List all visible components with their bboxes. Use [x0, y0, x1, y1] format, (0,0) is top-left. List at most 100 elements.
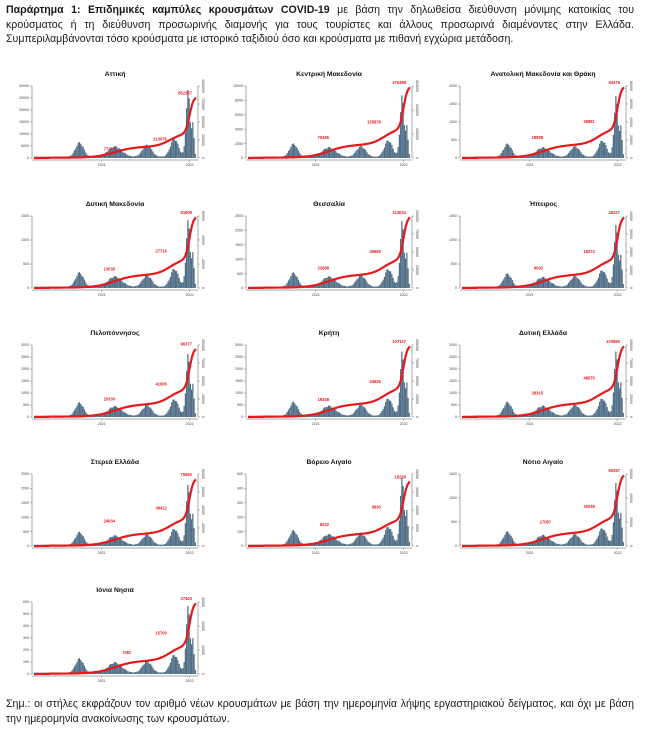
bar — [378, 543, 381, 546]
y-tick-label-left: 2500 — [235, 214, 243, 218]
bar — [525, 415, 527, 417]
bar — [375, 286, 377, 288]
bar — [585, 415, 587, 417]
data-label: 135878 — [367, 119, 381, 124]
bar — [503, 279, 505, 288]
bar — [188, 361, 190, 417]
bar — [149, 536, 152, 546]
y-tick-label-right: 20000 — [201, 259, 205, 269]
bar — [594, 154, 596, 158]
y-tick-label-left: 2500 — [21, 472, 29, 476]
bar — [116, 277, 118, 288]
bar — [138, 284, 140, 288]
bar — [100, 543, 102, 546]
bar — [565, 414, 567, 417]
bar — [189, 638, 191, 674]
bar — [551, 541, 553, 546]
bar — [533, 411, 535, 417]
bar — [299, 282, 301, 288]
bar — [600, 528, 602, 546]
bar — [332, 407, 334, 417]
bar — [571, 148, 573, 158]
bar — [126, 670, 128, 674]
bar — [129, 415, 132, 417]
bar — [595, 282, 597, 288]
bar — [340, 154, 342, 158]
y-tick-label-left: 1500 — [449, 472, 457, 476]
bar — [574, 533, 576, 546]
bar — [601, 528, 603, 546]
epidemic-chart: Νότιο Αιγαίο 0 500 1000 1500 0 20000 40000 60000… — [449, 459, 633, 555]
bar — [505, 273, 507, 288]
bar — [179, 540, 181, 546]
chart-panel: Ήπειρος 0 500 1000 1500 0 10000 20000 30000 40000… — [432, 196, 640, 326]
bar — [561, 156, 563, 158]
y-tick-label-left: 1500 — [21, 214, 29, 218]
bar — [159, 544, 162, 546]
bar — [83, 665, 86, 674]
bar — [76, 275, 78, 288]
bar — [386, 140, 388, 158]
bar — [122, 152, 124, 158]
bar — [151, 538, 153, 546]
bar — [77, 272, 79, 288]
bar — [183, 661, 185, 674]
bar — [312, 543, 314, 546]
bar — [292, 401, 295, 417]
y-tick-label-left: 1500 — [235, 379, 243, 383]
bar — [610, 152, 612, 158]
bar — [373, 415, 376, 417]
y-tick-label-left: 6000 — [235, 113, 243, 117]
bar — [172, 399, 174, 417]
y-tick-label-left: 0 — [455, 156, 457, 160]
bar — [606, 278, 608, 288]
bar — [549, 539, 551, 546]
bar — [567, 153, 570, 158]
chart-title: Κρήτη — [319, 330, 339, 337]
bar — [408, 541, 410, 546]
data-label: 22688 — [318, 266, 330, 271]
bar — [153, 283, 155, 288]
bar — [299, 411, 301, 417]
bar — [181, 412, 183, 417]
bar — [513, 282, 515, 288]
bar — [178, 147, 180, 158]
bar — [546, 536, 548, 546]
bar — [121, 666, 123, 674]
x-tick-label: 2022 — [614, 422, 622, 426]
y-tick-label-left: 1000 — [449, 496, 457, 500]
chart-title: Δυτική Ελλάδα — [519, 329, 568, 337]
bar — [133, 286, 135, 288]
bar — [579, 408, 581, 417]
bar — [331, 149, 333, 158]
y-tick-label-left: 400 — [23, 624, 29, 628]
bar — [574, 404, 576, 417]
bar — [103, 541, 105, 546]
bar — [405, 516, 407, 546]
y-tick-label-left: 0 — [27, 544, 29, 548]
bar — [375, 415, 377, 417]
data-label: 20330 — [104, 396, 116, 401]
bar — [336, 411, 338, 417]
bar — [366, 410, 368, 417]
bar — [599, 531, 601, 546]
bar — [164, 543, 167, 546]
bar — [134, 672, 137, 674]
bar — [375, 544, 377, 546]
bar — [555, 285, 557, 288]
bar — [169, 276, 172, 288]
bar — [299, 540, 301, 546]
bar — [118, 407, 120, 417]
chart-panel: Κρήτη 0 500 1000 1500 2000 2500 3000 0 25000 50000… — [218, 325, 426, 455]
bar — [509, 276, 511, 288]
bar-series — [248, 477, 410, 546]
bar — [314, 543, 316, 546]
bar — [398, 134, 400, 158]
bar — [390, 271, 392, 288]
bar — [402, 359, 404, 417]
y-tick-label-right: 25000 — [415, 394, 419, 404]
data-label: 24034 — [104, 518, 116, 523]
bar — [392, 148, 394, 158]
bar — [503, 149, 505, 158]
bar — [136, 155, 138, 158]
